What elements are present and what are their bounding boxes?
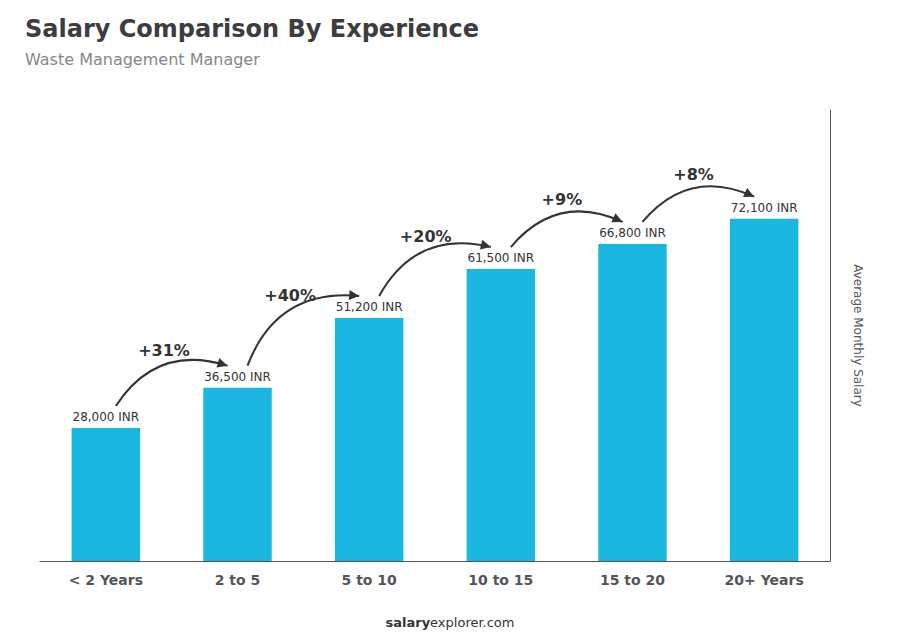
svg-text:2 to 5: 2 to 5 bbox=[215, 572, 261, 588]
svg-text:explorer.com: explorer.com bbox=[430, 615, 514, 630]
svg-text:20+ Years: 20+ Years bbox=[725, 572, 804, 588]
svg-text:28,000 INR: 28,000 INR bbox=[73, 410, 140, 424]
svg-text:61,500 INR: 61,500 INR bbox=[468, 251, 535, 265]
svg-text:36,500 INR: 36,500 INR bbox=[204, 370, 271, 384]
svg-text:10 to 15: 10 to 15 bbox=[468, 572, 533, 588]
svg-text:15 to 20: 15 to 20 bbox=[600, 572, 665, 588]
svg-text:+40%: +40% bbox=[264, 286, 316, 305]
svg-text:< 2 Years: < 2 Years bbox=[69, 572, 143, 588]
svg-text:Average Monthly Salary: Average Monthly Salary bbox=[851, 264, 865, 407]
svg-text:Salary Comparison By Experienc: Salary Comparison By Experience bbox=[25, 15, 479, 43]
svg-text:+8%: +8% bbox=[673, 165, 714, 184]
svg-text:salary: salary bbox=[385, 615, 430, 630]
svg-text:+9%: +9% bbox=[542, 190, 583, 209]
svg-text:51,200 INR: 51,200 INR bbox=[336, 300, 403, 314]
svg-text:5 to 10: 5 to 10 bbox=[342, 572, 398, 588]
svg-text:+20%: +20% bbox=[400, 227, 452, 246]
svg-text:66,800 INR: 66,800 INR bbox=[599, 226, 666, 240]
svg-text:Waste Management Manager: Waste Management Manager bbox=[25, 50, 260, 69]
svg-text:+31%: +31% bbox=[138, 341, 190, 360]
svg-text:72,100 INR: 72,100 INR bbox=[731, 201, 798, 215]
